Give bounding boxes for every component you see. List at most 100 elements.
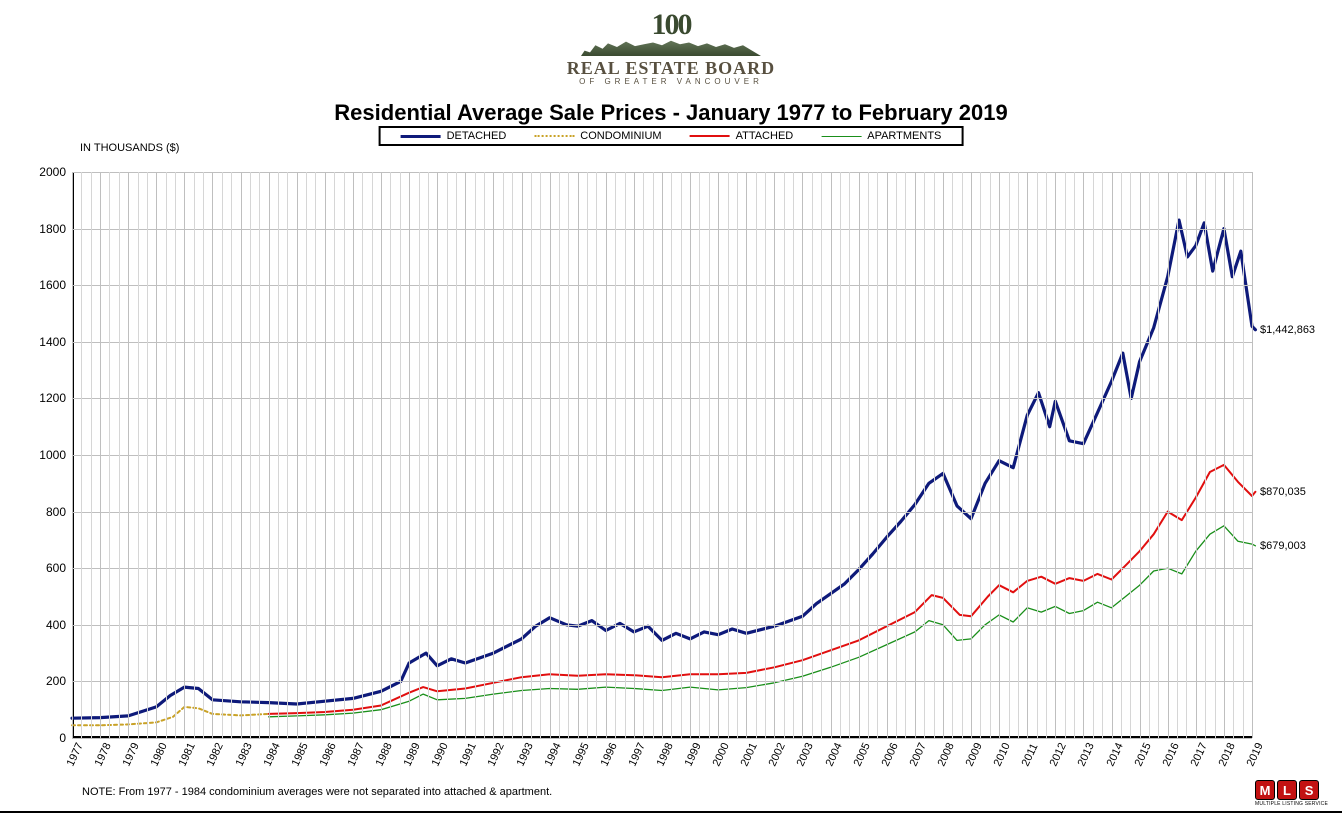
series-line-apartments xyxy=(269,526,1256,717)
gridline-v-minor xyxy=(756,172,757,738)
gridline-v-minor xyxy=(1205,172,1206,738)
gridline-v-minor xyxy=(821,172,822,738)
x-tick-label: 1980 xyxy=(149,741,170,768)
gridline-v-minor xyxy=(765,172,766,738)
x-tick-label: 2013 xyxy=(1076,741,1097,768)
x-tick-label: 1986 xyxy=(317,741,338,768)
gridline-v-minor xyxy=(1018,172,1019,738)
x-tick-label: 2003 xyxy=(795,741,816,768)
page-bottom-rule xyxy=(0,811,1342,813)
gridline-v-minor xyxy=(1158,172,1159,738)
legend-item-condominium: CONDOMINIUM xyxy=(534,130,661,142)
gridline-v xyxy=(128,172,129,738)
gridline-v-minor xyxy=(1037,172,1038,738)
gridline-v-minor xyxy=(793,172,794,738)
gridline-v-minor xyxy=(1186,172,1187,738)
gridline-v-minor xyxy=(952,172,953,738)
gridline-v xyxy=(156,172,157,738)
gridline-v xyxy=(887,172,888,738)
gridline-v-minor xyxy=(868,172,869,738)
series-end-label-attached: $870,035 xyxy=(1260,486,1306,498)
x-tick-label: 2001 xyxy=(739,741,760,768)
gridline-v-minor xyxy=(194,172,195,738)
x-tick-label: 2005 xyxy=(851,741,872,768)
x-tick-label: 1988 xyxy=(374,741,395,768)
gridline-v xyxy=(493,172,494,738)
x-tick-label: 2011 xyxy=(1020,742,1041,769)
x-tick-label: 1989 xyxy=(402,741,423,768)
gridline-v xyxy=(522,172,523,738)
y-tick-label: 1600 xyxy=(39,278,72,292)
gridline-v-minor xyxy=(596,172,597,738)
gridline-v xyxy=(1252,172,1253,738)
y-tick-label: 2000 xyxy=(39,165,72,179)
gridline-v-minor xyxy=(1046,172,1047,738)
gridline-v xyxy=(465,172,466,738)
x-tick-label: 1983 xyxy=(233,741,254,768)
chart-title: Residential Average Sale Prices - Januar… xyxy=(0,100,1342,126)
gridline-v-minor xyxy=(1130,172,1131,738)
x-tick-label: 2010 xyxy=(992,741,1013,768)
legend-swatch xyxy=(821,136,861,137)
gridline-v xyxy=(1027,172,1028,738)
gridline-v-minor xyxy=(344,172,345,738)
gridline-v-minor xyxy=(587,172,588,738)
gridline-v xyxy=(831,172,832,738)
series-end-label-detached: $1,442,863 xyxy=(1260,324,1315,336)
y-tick-label: 800 xyxy=(46,505,72,519)
gridline-v-minor xyxy=(1065,172,1066,738)
gridline-v xyxy=(1083,172,1084,738)
gridline-v xyxy=(269,172,270,738)
gridline-v-minor xyxy=(475,172,476,738)
gridline-v-minor xyxy=(840,172,841,738)
gridline-v-minor xyxy=(709,172,710,738)
gridline-v xyxy=(634,172,635,738)
gridline-v-minor xyxy=(980,172,981,738)
x-tick-label: 2012 xyxy=(1048,741,1069,768)
gridline-v-minor xyxy=(812,172,813,738)
series-end-label-apartments: $679,003 xyxy=(1260,540,1306,552)
x-tick-label: 1996 xyxy=(598,741,619,768)
gridline-v xyxy=(662,172,663,738)
gridline-v-minor xyxy=(362,172,363,738)
mls-badge-l: L xyxy=(1277,780,1297,800)
x-tick-label: 1984 xyxy=(261,741,282,768)
mls-logo: M L S MULTIPLE LISTING SERVICE xyxy=(1255,780,1328,807)
gridline-v xyxy=(606,172,607,738)
x-tick-label: 1998 xyxy=(655,741,676,768)
gridline-v xyxy=(100,172,101,738)
gridline-v-minor xyxy=(653,172,654,738)
x-tick-label: 1978 xyxy=(93,741,114,768)
x-tick-label: 2017 xyxy=(1188,741,1209,768)
chart-legend: DETACHED CONDOMINIUM ATTACHED APARTMENTS xyxy=(379,126,964,146)
gridline-v-minor xyxy=(905,172,906,738)
gridline-v xyxy=(802,172,803,738)
gridline-v xyxy=(1112,172,1113,738)
x-tick-label: 2014 xyxy=(1104,741,1125,768)
gridline-v-minor xyxy=(91,172,92,738)
x-tick-label: 1977 xyxy=(65,741,86,768)
gridline-v-minor xyxy=(334,172,335,738)
x-tick-label: 1992 xyxy=(486,741,507,768)
gridline-v-minor xyxy=(559,172,560,738)
gridline-v xyxy=(241,172,242,738)
gridline-v xyxy=(690,172,691,738)
gridline-v-minor xyxy=(1243,172,1244,738)
gridline-v xyxy=(718,172,719,738)
gridline-v-minor xyxy=(962,172,963,738)
gridline-v-minor xyxy=(737,172,738,738)
gridline-v-minor xyxy=(447,172,448,738)
x-tick-label: 2009 xyxy=(964,741,985,768)
gridline-v-minor xyxy=(671,172,672,738)
gridline-v-minor xyxy=(372,172,373,738)
gridline-v-minor xyxy=(503,172,504,738)
legend-item-attached: ATTACHED xyxy=(690,130,794,142)
gridline-v xyxy=(971,172,972,738)
gridline-v-minor xyxy=(390,172,391,738)
gridline-v-minor xyxy=(400,172,401,738)
gridline-h xyxy=(72,738,1252,739)
gridline-v-minor xyxy=(1233,172,1234,738)
y-tick-label: 1200 xyxy=(39,391,72,405)
header-logo-block: 100 REAL ESTATE BOARD OF GREATER VANCOUV… xyxy=(0,8,1342,89)
gridline-v-minor xyxy=(306,172,307,738)
